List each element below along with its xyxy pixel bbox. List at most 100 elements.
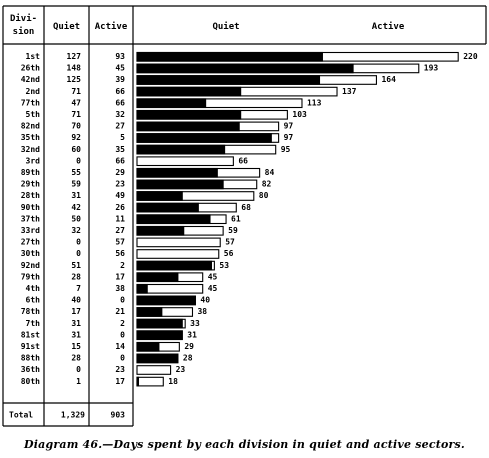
bar-quiet [136,272,179,283]
bar-total-label: 95 [281,145,291,154]
bar-quiet [136,98,207,109]
active-value: 0 [120,330,125,339]
bar-quiet [136,63,354,74]
division-label: 89th [21,168,40,177]
division-label: 79th [21,272,40,281]
active-value: 2 [120,319,125,328]
quiet-value: 0 [76,365,81,374]
quiet-value: 0 [76,156,81,165]
active-value: 66 [115,156,125,165]
quiet-value: 71 [71,110,81,119]
quiet-value: 28 [71,272,81,281]
bar-quiet [136,295,196,306]
bar-total-label: 33 [190,319,200,328]
division-label: 80th [21,377,40,386]
division-label: 29th [21,180,40,189]
quiet-value: 40 [71,296,81,305]
bar-quiet [136,376,140,387]
division-label: 30th [21,249,40,258]
bar-quiet [136,179,224,190]
active-value: 26 [115,203,125,212]
division-label: 36th [21,365,40,374]
bar-total-label: 66 [238,156,248,165]
bar-active [136,237,221,248]
quiet-value: 15 [71,342,81,351]
division-label: 77th [21,98,40,107]
division-label: 28th [21,191,40,200]
active-value: 57 [115,238,125,247]
division-label: 90th [21,203,40,212]
bar-quiet [136,133,272,143]
division-label: 33rd [21,226,40,235]
bar-total-label: 193 [424,64,439,73]
division-label: 5th [26,110,41,119]
bar-total-label: 45 [208,272,218,281]
quiet-value: 70 [71,122,81,131]
bar-total-label: 103 [292,110,307,119]
bar-total-label: 38 [197,307,207,316]
bar-total-label: 68 [241,203,251,212]
active-value: 2 [120,261,125,270]
quiet-value: 31 [71,319,81,328]
active-value: 29 [115,168,125,177]
division-label: 27th [21,238,40,247]
total-quiet: 1,329 [61,411,85,420]
bar-quiet [136,75,321,85]
active-value: 17 [115,377,125,386]
bar-total-label: 40 [200,296,210,305]
quiet-value: 60 [71,145,81,154]
quiet-value: 59 [71,180,81,189]
division-label: 42nd [21,75,40,84]
active-value: 23 [115,365,125,374]
bar-quiet [136,121,240,132]
bar-quiet [136,51,323,62]
bar-total-label: 28 [183,354,193,363]
total-row: Total 1,329 903 [9,411,125,420]
active-value: 23 [115,180,125,189]
bar-quiet [136,202,199,213]
quiet-value: 55 [71,168,81,177]
legend-active: Active [372,21,405,32]
quiet-value: 17 [71,307,81,316]
bar-total-label: 137 [342,87,357,96]
active-value: 27 [115,122,125,131]
active-value: 39 [115,75,125,84]
bar-quiet [136,167,218,178]
bar-total-label: 56 [224,249,234,258]
bar-total-label: 84 [265,168,275,177]
quiet-value: 1 [76,377,81,386]
bar-active [136,376,164,387]
division-label: 88th [21,354,40,363]
bar-total-label: 31 [187,330,197,339]
division-label: 91st [21,342,40,351]
bar-quiet [136,330,183,341]
bar-total-label: 97 [284,122,294,131]
bar-quiet [136,341,160,352]
bar-quiet [136,353,179,364]
division-label: 32nd [21,145,40,154]
bar-total-label: 164 [381,75,396,84]
active-value: 14 [115,342,125,351]
active-value: 49 [115,191,125,200]
active-value: 32 [115,110,125,119]
bar-quiet [136,318,183,329]
division-label: 2nd [26,87,41,96]
division-label: 4th [26,284,41,293]
quiet-value: 31 [71,330,81,339]
bar-total-label: 29 [184,342,194,351]
active-value: 5 [120,133,125,142]
active-value: 27 [115,226,125,235]
active-value: 11 [115,214,125,223]
quiet-value: 148 [67,64,82,73]
bar-total-label: 220 [463,52,478,61]
bar-quiet [136,260,213,271]
active-value: 45 [115,64,125,73]
division-label: 37th [21,214,40,223]
division-label: 26th [21,64,40,73]
active-value: 66 [115,98,125,107]
legend-quiet: Quiet [212,21,239,32]
quiet-value: 31 [71,191,81,200]
header-division: sion [13,26,35,37]
bar-total-label: 57 [225,238,235,247]
